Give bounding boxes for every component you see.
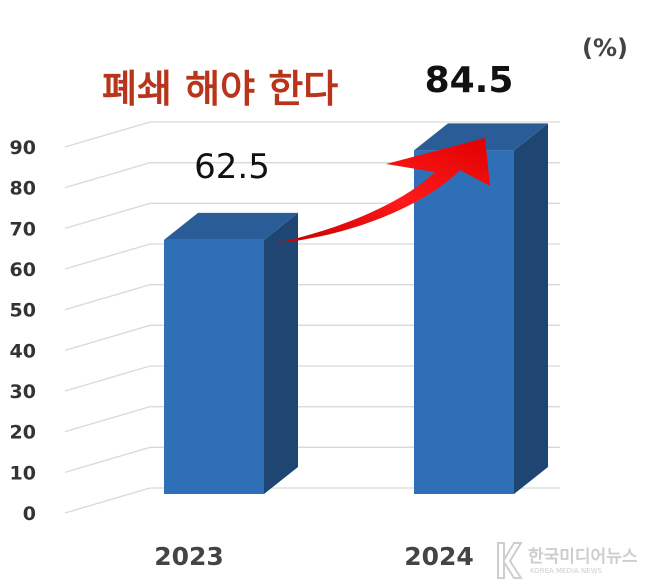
y-tick-label: 0 [23,503,36,525]
unit-label: (%) [582,34,628,62]
watermark-subtext: KOREA MEDIA NEWS [530,567,603,575]
watermark-text: 한국미디어뉴스 [528,547,638,567]
y-tick-label: 70 [10,218,36,240]
data-label-2023: 62.5 [194,147,270,187]
y-tick-label: 90 [10,137,36,159]
bar-2023 [164,212,298,495]
bar-side [514,123,548,494]
y-axis-ticks: 0 10 20 30 40 50 60 70 80 90 [10,137,36,525]
category-label-2023: 2023 [154,542,224,571]
bar-top [164,212,298,240]
gridlines [64,121,560,514]
bar-side [264,212,298,495]
y-tick-label: 60 [10,259,36,281]
y-tick-label: 30 [10,381,36,403]
bar-front [414,150,514,494]
bar-2024 [414,123,548,494]
data-label-2024: 84.5 [425,60,514,101]
increase-arrow-icon [276,138,490,243]
y-tick-label: 40 [10,340,36,362]
y-tick-label: 50 [10,300,36,322]
y-tick-label: 10 [10,462,36,484]
category-label-2024: 2024 [404,542,474,571]
watermark: 한국미디어뉴스 KOREA MEDIA NEWS [497,542,638,579]
bar-top [414,123,548,151]
bar-front [164,239,264,494]
y-tick-label: 80 [10,178,36,200]
chart-annotation: 폐쇄 해야 한다 [102,67,338,111]
y-tick-label: 20 [10,422,36,444]
gridline [64,121,560,148]
watermark-logo-icon [497,542,523,579]
bars [164,123,548,495]
